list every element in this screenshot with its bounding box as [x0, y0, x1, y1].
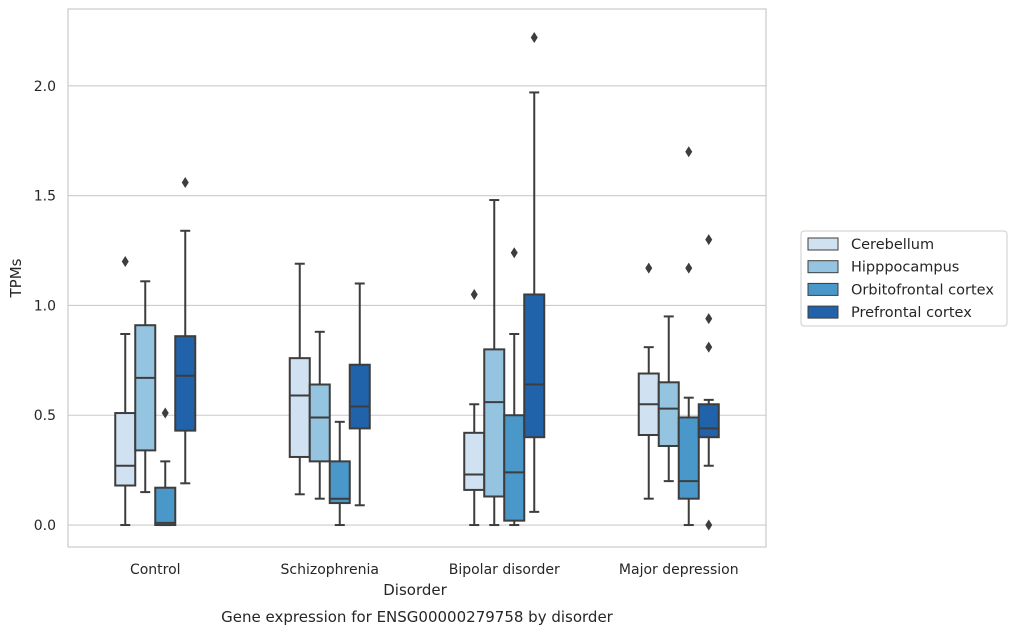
- box-orbitofrontal-cortex: [328, 420, 351, 527]
- box-prefrontal-cortex: [523, 32, 546, 513]
- legend: Cerebellum Hipppocampus Orbitofrontal cort…: [800, 230, 1008, 327]
- box-orbitofrontal-cortex: [677, 146, 700, 527]
- plot-area-frame: [67, 8, 767, 548]
- legend-swatch: [807, 305, 839, 319]
- x-tick-label: Control: [130, 562, 181, 578]
- box-iqr: [697, 403, 720, 439]
- outlier-point: [705, 341, 713, 353]
- box-cerebellum: [463, 288, 486, 527]
- box-cerebellum: [288, 262, 311, 496]
- legend-entry: Cerebellum: [851, 237, 934, 253]
- box-iqr: [114, 412, 137, 487]
- box-iqr: [328, 460, 351, 505]
- outlier-point: [685, 146, 693, 158]
- boxes-layer: [114, 32, 720, 531]
- box-iqr: [154, 486, 177, 527]
- legend-swatch: [807, 237, 839, 251]
- box-hipppocampus: [308, 330, 331, 500]
- x-tick-label: Major depression: [619, 562, 739, 578]
- x-tick-label: Schizophrenia: [281, 562, 379, 578]
- box-iqr: [657, 381, 680, 447]
- outlier-point: [510, 247, 518, 259]
- outlier-point: [645, 262, 653, 274]
- legend-entry: Hipppocampus: [851, 260, 959, 276]
- box-cerebellum: [114, 256, 137, 527]
- box-iqr: [174, 335, 197, 432]
- x-tick-labels: Control Schizophrenia Bipolar disorder Majo…: [130, 562, 739, 578]
- outlier-point: [530, 32, 538, 44]
- legend-entry: Orbitofrontal cortex: [851, 282, 994, 298]
- box-orbitofrontal-cortex: [154, 407, 177, 527]
- outlier-point: [181, 176, 189, 188]
- outlier-point: [705, 234, 713, 246]
- outlier-point: [705, 519, 713, 531]
- legend-entry: Prefrontal cortex: [851, 305, 972, 321]
- y-tick-label: 1.0: [34, 298, 56, 314]
- x-tick-label: Bipolar disorder: [449, 562, 560, 578]
- y-tick-label: 0.0: [34, 518, 56, 534]
- y-tick-labels: 0.0 0.5 1.0 1.5 2.0: [34, 79, 56, 534]
- x-axis-label: Disorder: [383, 581, 447, 599]
- box-iqr: [308, 383, 331, 463]
- y-tick-label: 2.0: [34, 79, 56, 95]
- box-iqr: [503, 414, 526, 522]
- box-iqr: [134, 324, 157, 452]
- box-iqr: [348, 363, 371, 430]
- y-tick-label: 1.5: [34, 189, 56, 205]
- box-orbitofrontal-cortex: [503, 247, 526, 527]
- outlier-point: [685, 262, 693, 274]
- box-iqr: [677, 416, 700, 500]
- box-prefrontal-cortex: [697, 234, 720, 531]
- outlier-point: [161, 407, 169, 419]
- box-hipppocampus: [483, 199, 506, 527]
- box-cerebellum: [637, 262, 660, 500]
- box-iqr: [523, 293, 546, 439]
- legend-swatch: [807, 282, 839, 296]
- box-hipppocampus: [657, 315, 680, 483]
- y-axis-label: TPMs: [7, 258, 25, 298]
- outlier-point: [121, 256, 129, 268]
- box-prefrontal-cortex: [174, 176, 197, 485]
- outlier-point: [470, 288, 478, 300]
- box-iqr: [483, 348, 506, 498]
- legend-swatch: [807, 260, 839, 274]
- box-hipppocampus: [134, 280, 157, 494]
- legend-frame: [800, 230, 1008, 327]
- box-prefrontal-cortex: [348, 282, 371, 507]
- box-iqr: [463, 431, 486, 491]
- box-iqr: [288, 357, 311, 458]
- outlier-point: [705, 313, 713, 325]
- chart-title: Gene expression for ENSG00000279758 by d…: [221, 608, 614, 626]
- y-tick-label: 0.5: [34, 408, 56, 424]
